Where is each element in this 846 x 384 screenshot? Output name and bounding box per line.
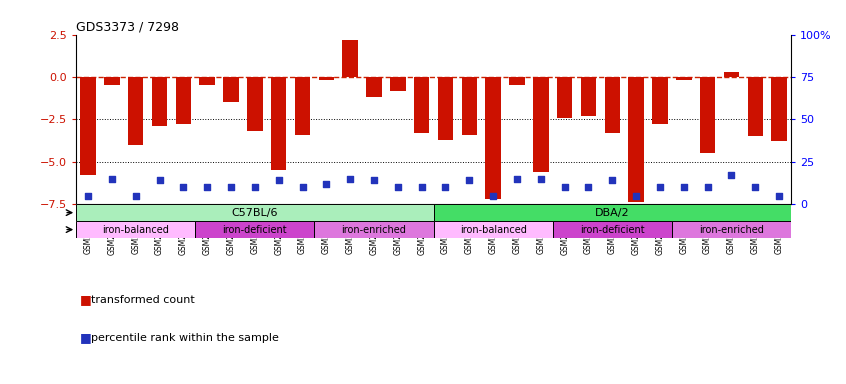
Bar — [700, 77, 716, 153]
Text: DBA/2: DBA/2 — [595, 208, 629, 218]
Bar — [195, 221, 315, 238]
Point — [749, 184, 762, 190]
Bar — [414, 77, 430, 133]
Bar — [343, 40, 358, 77]
Bar — [76, 221, 195, 238]
Bar — [629, 77, 644, 202]
Point — [320, 181, 333, 187]
Point — [606, 177, 619, 184]
Point — [391, 184, 404, 190]
Bar — [748, 77, 763, 136]
Bar — [434, 221, 552, 238]
Bar — [462, 77, 477, 135]
Bar — [723, 72, 739, 77]
Point — [248, 184, 261, 190]
Text: percentile rank within the sample: percentile rank within the sample — [91, 333, 279, 343]
Point — [700, 184, 714, 190]
Bar — [533, 77, 548, 172]
Bar — [557, 77, 573, 118]
Bar — [509, 77, 525, 86]
Point — [486, 193, 500, 199]
Point — [272, 177, 285, 184]
Point — [105, 175, 118, 182]
Text: iron-deficient: iron-deficient — [222, 225, 287, 235]
Bar — [128, 77, 144, 145]
Bar — [247, 77, 262, 131]
Point — [224, 184, 238, 190]
Bar — [76, 204, 433, 221]
Point — [653, 184, 667, 190]
Text: transformed count: transformed count — [91, 295, 195, 305]
Text: iron-balanced: iron-balanced — [102, 225, 169, 235]
Text: iron-enriched: iron-enriched — [699, 225, 764, 235]
Bar — [319, 77, 334, 80]
Point — [177, 184, 190, 190]
Bar — [80, 77, 96, 175]
Bar — [151, 77, 168, 126]
Bar — [223, 77, 239, 103]
Point — [725, 172, 739, 179]
Bar — [434, 204, 791, 221]
Point — [629, 193, 643, 199]
Bar — [605, 77, 620, 133]
Point — [153, 177, 167, 184]
Bar — [580, 77, 596, 116]
Point — [81, 193, 95, 199]
Point — [558, 184, 571, 190]
Bar — [437, 77, 453, 140]
Point — [677, 184, 690, 190]
Bar — [772, 77, 787, 141]
Point — [510, 175, 524, 182]
Point — [201, 184, 214, 190]
Point — [129, 193, 142, 199]
Bar — [652, 77, 667, 124]
Point — [415, 184, 428, 190]
Text: ■: ■ — [80, 331, 92, 344]
Bar — [672, 221, 791, 238]
Point — [582, 184, 596, 190]
Bar — [200, 77, 215, 86]
Text: C57BL/6: C57BL/6 — [232, 208, 278, 218]
Bar — [315, 221, 434, 238]
Bar — [366, 77, 382, 97]
Bar — [271, 77, 287, 170]
Bar — [552, 221, 672, 238]
Text: iron-deficient: iron-deficient — [580, 225, 645, 235]
Text: iron-enriched: iron-enriched — [342, 225, 406, 235]
Bar — [390, 77, 405, 91]
Bar — [104, 77, 119, 86]
Point — [296, 184, 310, 190]
Point — [772, 193, 786, 199]
Bar — [486, 77, 501, 199]
Bar — [294, 77, 310, 135]
Text: GDS3373 / 7298: GDS3373 / 7298 — [76, 20, 179, 33]
Text: iron-balanced: iron-balanced — [459, 225, 526, 235]
Text: ■: ■ — [80, 293, 92, 306]
Point — [367, 177, 381, 184]
Point — [343, 175, 357, 182]
Bar — [176, 77, 191, 124]
Point — [439, 184, 453, 190]
Point — [463, 177, 476, 184]
Point — [534, 175, 547, 182]
Bar — [676, 77, 691, 80]
